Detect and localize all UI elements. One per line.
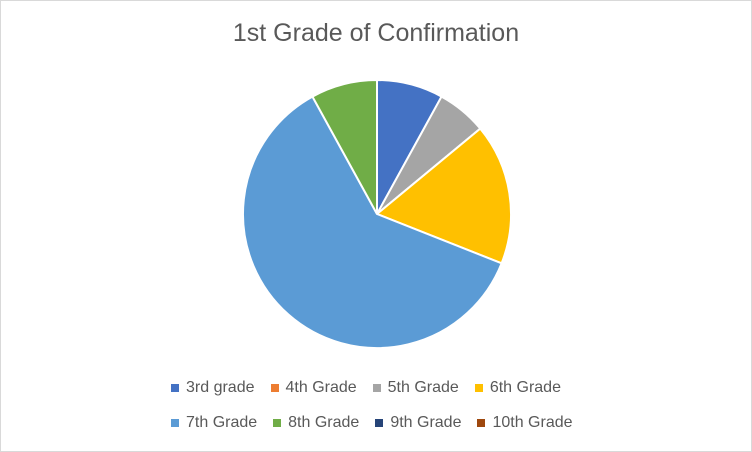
legend-swatch (273, 419, 282, 427)
legend-row-1: 3rd grade 4th Grade 5th Grade 6th Grade (171, 379, 577, 397)
legend-item-9th-grade: 9th Grade (375, 414, 461, 432)
legend-label: 9th Grade (390, 414, 462, 431)
legend-swatch (270, 384, 279, 392)
legend-swatch (171, 384, 179, 392)
legend-label: 8th Grade (288, 414, 360, 431)
legend-item-5th-grade: 5th Grade (372, 379, 459, 397)
legend-item-10th-grade: 10th Grade (477, 414, 573, 432)
legend-label: 3rd grade (186, 379, 255, 396)
legend-swatch (474, 384, 483, 392)
legend-label: 7th Grade (186, 414, 258, 431)
legend-item-4th-grade: 4th Grade (270, 379, 357, 397)
legend-item-3rd-grade: 3rd grade (171, 379, 255, 397)
legend-swatch (477, 419, 486, 427)
pie-slice-8th-grade (311, 78, 378, 215)
chart-title: 1st Grade of Confirmation (232, 19, 520, 47)
legend-label: 6th Grade (489, 379, 561, 396)
legend-label: 10th Grade (492, 414, 573, 431)
legend-swatch (375, 419, 384, 427)
pie-slice-7th-grade (242, 95, 503, 349)
legend-item-7th-grade: 7th Grade (171, 414, 257, 432)
legend-label: 4th Grade (285, 379, 357, 396)
legend-item-6th-grade: 6th Grade (474, 379, 561, 397)
pie-slice-6th-grade (375, 127, 512, 265)
legend-label: 5th Grade (387, 379, 459, 396)
legend-swatch (372, 384, 381, 392)
legend-swatch (171, 419, 179, 427)
legend-item-8th-grade: 8th Grade (273, 414, 359, 432)
legend-row-2: 7th Grade 8th Grade 9th Grade 10th Grade (171, 414, 589, 432)
